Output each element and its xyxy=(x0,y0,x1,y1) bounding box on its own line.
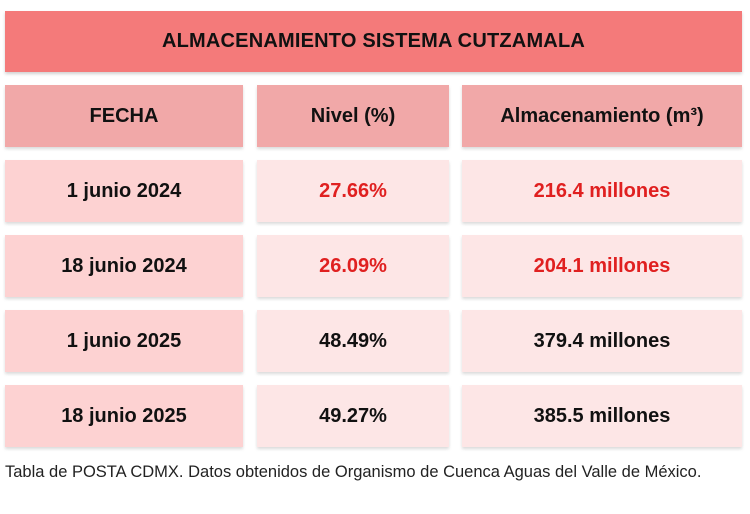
table-cell-nivel: 48.49% xyxy=(257,310,449,372)
table-cell-almacenamiento: 204.1 millones xyxy=(462,235,742,297)
header-almacenamiento: Almacenamiento (m³) xyxy=(462,85,742,147)
header-nivel: Nivel (%) xyxy=(257,85,449,147)
header-fecha: FECHA xyxy=(5,85,243,147)
table-cell-fecha: 18 junio 2025 xyxy=(5,385,243,447)
table-cell-fecha: 1 junio 2025 xyxy=(5,310,243,372)
table-title: ALMACENAMIENTO SISTEMA CUTZAMALA xyxy=(5,11,742,72)
table-cell-almacenamiento: 379.4 millones xyxy=(462,310,742,372)
source-caption: Tabla de POSTA CDMX. Datos obtenidos de … xyxy=(5,463,702,481)
table-cell-almacenamiento: 216.4 millones xyxy=(462,160,742,222)
table-cell-nivel: 49.27% xyxy=(257,385,449,447)
table-cell-almacenamiento: 385.5 millones xyxy=(462,385,742,447)
table-cell-fecha: 1 junio 2024 xyxy=(5,160,243,222)
table-cell-fecha: 18 junio 2024 xyxy=(5,235,243,297)
table-cell-nivel: 26.09% xyxy=(257,235,449,297)
table-cell-nivel: 27.66% xyxy=(257,160,449,222)
